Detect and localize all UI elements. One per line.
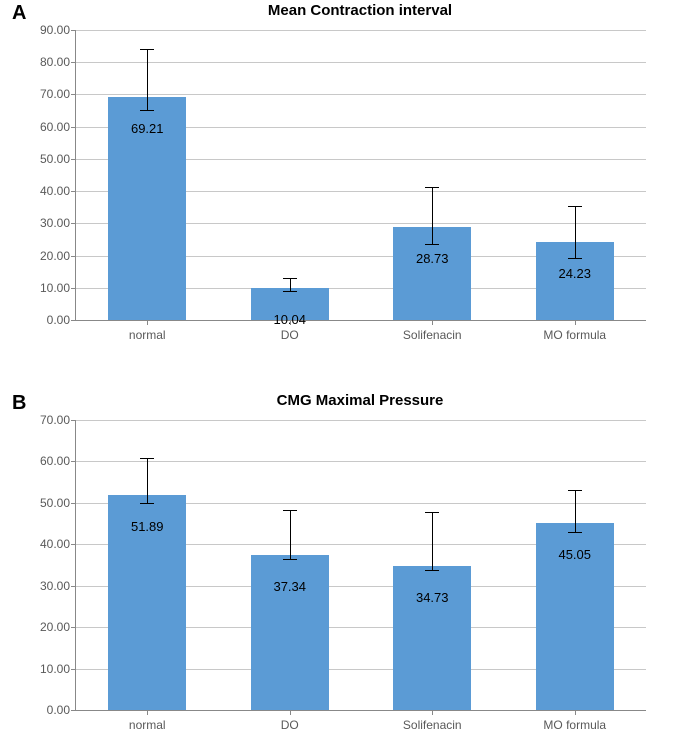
- error-bar-cap-bottom: [425, 570, 439, 571]
- y-tick-mark: [71, 127, 76, 128]
- y-tick-label: 70.00: [40, 413, 70, 427]
- x-tick-mark: [290, 320, 291, 325]
- x-category-label: MO formula: [543, 718, 606, 732]
- x-category-label: normal: [129, 718, 166, 732]
- error-bar-cap-top: [425, 512, 439, 513]
- x-tick-mark: [432, 710, 433, 715]
- y-tick-label: 20.00: [40, 249, 70, 263]
- error-bar-cap-bottom: [283, 291, 297, 292]
- x-category-label: normal: [129, 328, 166, 342]
- y-tick-mark: [71, 627, 76, 628]
- bar-value-label: 51.89: [108, 519, 186, 534]
- bar-value-label: 69.21: [108, 121, 186, 136]
- x-tick-mark: [147, 710, 148, 715]
- y-tick-mark: [71, 256, 76, 257]
- error-bar-cap-top: [568, 490, 582, 491]
- x-tick-mark: [575, 710, 576, 715]
- y-tick-label: 60.00: [40, 454, 70, 468]
- error-bar-cap-top: [283, 510, 297, 511]
- y-tick-mark: [71, 710, 76, 711]
- x-tick-mark: [575, 320, 576, 325]
- error-bar-cap-top: [568, 206, 582, 207]
- x-tick-mark: [147, 320, 148, 325]
- x-category-label: Solifenacin: [403, 718, 462, 732]
- error-bar-cap-bottom: [568, 258, 582, 259]
- error-bar-line: [575, 206, 576, 258]
- gridline: [76, 94, 646, 95]
- y-tick-mark: [71, 62, 76, 63]
- y-tick-mark: [71, 586, 76, 587]
- panel-B: BCMG Maximal Pressure0.0010.0020.0030.00…: [0, 390, 685, 756]
- y-tick-mark: [71, 94, 76, 95]
- y-tick-mark: [71, 420, 76, 421]
- error-bar-line: [432, 187, 433, 243]
- chart-title: Mean Contraction interval: [75, 2, 645, 19]
- y-tick-mark: [71, 191, 76, 192]
- panel-label: B: [12, 392, 26, 415]
- y-tick-mark: [71, 461, 76, 462]
- error-bar-cap-bottom: [140, 110, 154, 111]
- y-tick-label: 50.00: [40, 496, 70, 510]
- y-tick-label: 80.00: [40, 55, 70, 69]
- error-bar-line: [432, 512, 433, 570]
- gridline: [76, 461, 646, 462]
- error-bar-cap-bottom: [283, 559, 297, 560]
- gridline: [76, 30, 646, 31]
- y-tick-label: 20.00: [40, 620, 70, 634]
- y-tick-label: 30.00: [40, 216, 70, 230]
- error-bar-line: [575, 490, 576, 531]
- plot-area: 0.0010.0020.0030.0040.0050.0060.0070.008…: [75, 30, 646, 321]
- error-bar-cap-bottom: [140, 503, 154, 504]
- y-tick-mark: [71, 159, 76, 160]
- bar-value-label: 28.73: [393, 251, 471, 266]
- gridline: [76, 62, 646, 63]
- error-bar-line: [290, 278, 291, 291]
- y-tick-label: 40.00: [40, 537, 70, 551]
- error-bar-cap-bottom: [568, 532, 582, 533]
- x-category-label: DO: [281, 328, 299, 342]
- error-bar-cap-top: [283, 278, 297, 279]
- y-tick-mark: [71, 503, 76, 504]
- error-bar-cap-bottom: [425, 244, 439, 245]
- plot-area: 0.0010.0020.0030.0040.0050.0060.0070.005…: [75, 420, 646, 711]
- y-tick-mark: [71, 223, 76, 224]
- y-tick-mark: [71, 320, 76, 321]
- x-category-label: MO formula: [543, 328, 606, 342]
- y-tick-label: 10.00: [40, 281, 70, 295]
- y-tick-mark: [71, 544, 76, 545]
- error-bar-line: [147, 458, 148, 504]
- error-bar-cap-top: [140, 458, 154, 459]
- y-tick-mark: [71, 669, 76, 670]
- panel-A: AMean Contraction interval0.0010.0020.00…: [0, 0, 685, 378]
- y-tick-label: 50.00: [40, 152, 70, 166]
- y-tick-label: 0.00: [47, 703, 70, 717]
- y-tick-label: 70.00: [40, 87, 70, 101]
- y-tick-mark: [71, 30, 76, 31]
- figure-root: AMean Contraction interval0.0010.0020.00…: [0, 0, 685, 756]
- x-tick-mark: [290, 710, 291, 715]
- y-tick-label: 60.00: [40, 120, 70, 134]
- y-tick-label: 30.00: [40, 579, 70, 593]
- y-tick-label: 90.00: [40, 23, 70, 37]
- bar-value-label: 37.34: [251, 579, 329, 594]
- error-bar-line: [290, 510, 291, 560]
- x-category-label: Solifenacin: [403, 328, 462, 342]
- bar: [393, 566, 471, 710]
- error-bar-cap-top: [140, 49, 154, 50]
- y-tick-label: 0.00: [47, 313, 70, 327]
- y-tick-label: 10.00: [40, 662, 70, 676]
- x-category-label: DO: [281, 718, 299, 732]
- bar-value-label: 24.23: [536, 266, 614, 281]
- chart-title: CMG Maximal Pressure: [75, 392, 645, 409]
- error-bar-line: [147, 49, 148, 110]
- x-tick-mark: [432, 320, 433, 325]
- gridline: [76, 420, 646, 421]
- y-tick-mark: [71, 288, 76, 289]
- bar-value-label: 45.05: [536, 547, 614, 562]
- error-bar-cap-top: [425, 187, 439, 188]
- bar-value-label: 34.73: [393, 590, 471, 605]
- y-tick-label: 40.00: [40, 184, 70, 198]
- panel-label: A: [12, 2, 26, 25]
